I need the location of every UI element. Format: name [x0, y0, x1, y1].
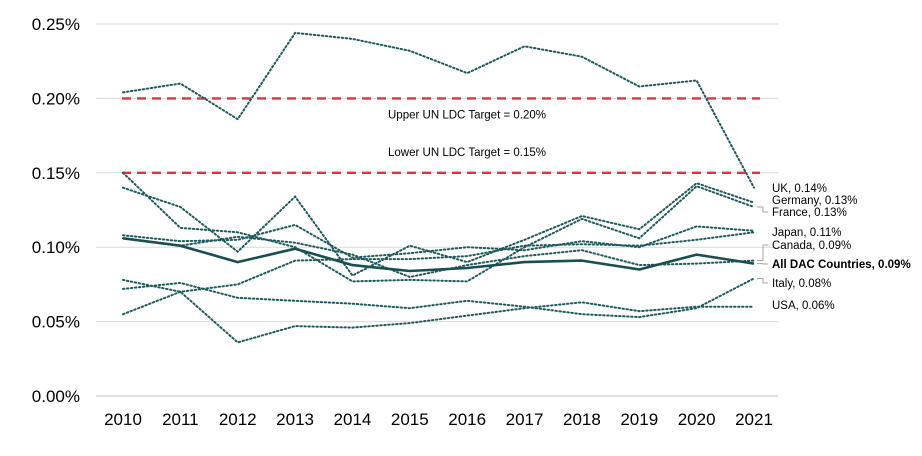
series-line [122, 223, 755, 259]
x-tick-label: 2014 [334, 410, 372, 429]
series-label: Germany, 0.13% [772, 195, 857, 207]
series-line [122, 31, 755, 189]
x-tick-label: 2017 [506, 410, 544, 429]
series-group [122, 31, 755, 344]
series-label: USA, 0.06% [772, 300, 835, 312]
series-line [122, 182, 755, 277]
reference-line-label: Lower UN LDC Target = 0.15% [388, 147, 546, 159]
y-tick-label: 0.05% [32, 313, 80, 332]
series-label: UK, 0.14% [772, 183, 827, 195]
series-line [122, 231, 755, 316]
series-label: Japan, 0.11% [772, 227, 841, 239]
x-tick-label: 2013 [276, 410, 314, 429]
x-tick-label: 2018 [563, 410, 601, 429]
label-leader-line [757, 206, 768, 213]
series-label: Italy, 0.08% [772, 278, 831, 290]
series-line [122, 278, 755, 344]
gridlines [96, 23, 778, 397]
y-tick-label: 0.20% [32, 89, 80, 108]
x-tick-label: 2012 [219, 410, 257, 429]
x-tick-label: 2020 [678, 410, 716, 429]
x-tick-label: 2015 [391, 410, 429, 429]
y-axis-ticks: 0.00% 0.05% 0.10% 0.15% 0.20% 0.25% [32, 15, 80, 406]
x-tick-label: 2016 [448, 410, 486, 429]
series-label: All DAC Countries, 0.09% [772, 259, 911, 271]
series-label: France, 0.13% [772, 207, 847, 219]
x-tick-label: 2019 [620, 410, 658, 429]
reference-line-label: Upper UN LDC Target = 0.20% [388, 109, 546, 121]
series-line [122, 237, 755, 273]
y-tick-label: 0.15% [32, 164, 80, 183]
y-tick-label: 0.25% [32, 15, 80, 34]
series-line [122, 171, 755, 283]
series-labels: UK, 0.14%Germany, 0.13%France, 0.13% Japa… [757, 183, 911, 312]
x-axis-ticks: 2010 2011 2012 2013 2014 2015 2016 2017 2018 2019… [104, 410, 773, 429]
x-tick-label: 2011 [162, 410, 199, 429]
series-line [122, 235, 755, 279]
x-tick-label: 2010 [104, 410, 142, 429]
label-leader-line [757, 244, 768, 262]
y-tick-label: 0.00% [32, 387, 80, 406]
reference-lines: Upper UN LDC Target = 0.20% Lower UN LDC … [122, 97, 760, 175]
series-label: Canada, 0.09% [772, 240, 851, 252]
label-leader-line [757, 277, 768, 284]
y-tick-label: 0.10% [32, 238, 80, 257]
x-tick-label: 2021 [735, 410, 773, 429]
series-line [122, 277, 755, 319]
